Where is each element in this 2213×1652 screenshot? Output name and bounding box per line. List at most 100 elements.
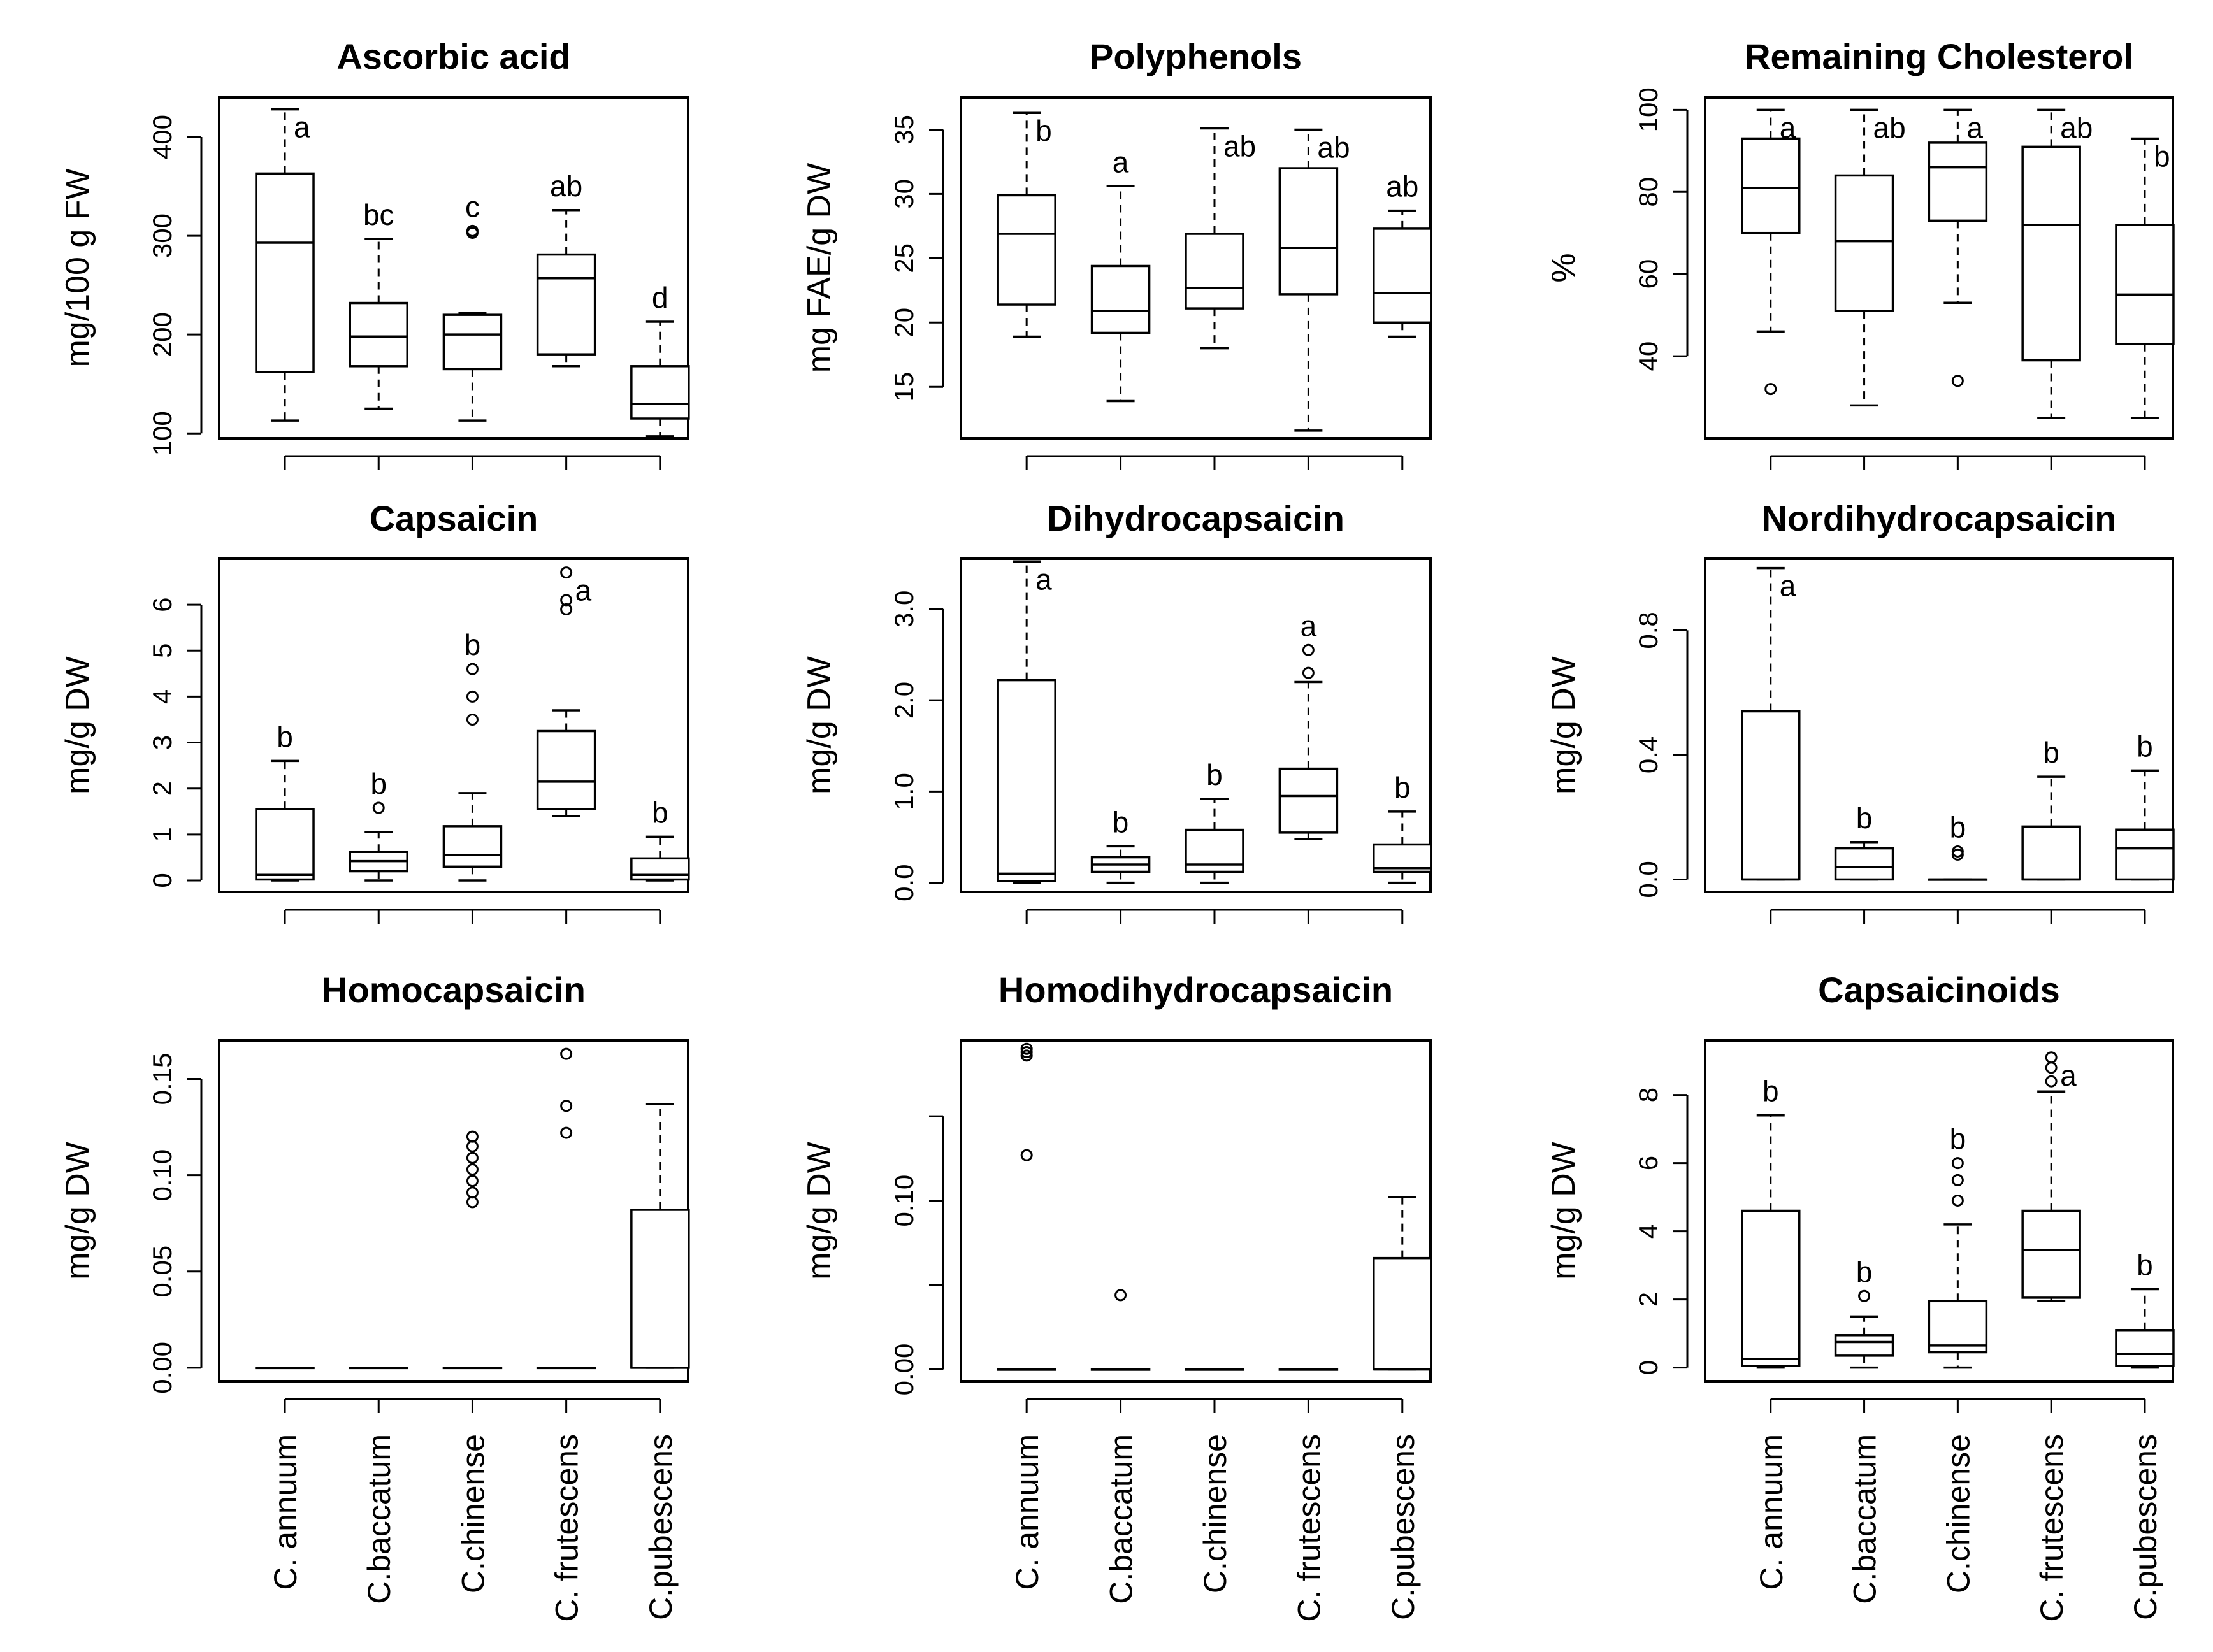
y-axis-label: % xyxy=(1545,253,1582,282)
y-tick-label: 3 xyxy=(147,735,177,750)
panel-title: Homodihydrocapsaicin xyxy=(998,970,1393,1010)
box-body xyxy=(1185,233,1244,310)
group-letter: ab xyxy=(1317,131,1350,164)
box-2: b xyxy=(349,767,408,924)
outlier-point xyxy=(466,1163,479,1176)
group-letter: b xyxy=(1950,1123,1966,1156)
box-1: b xyxy=(997,111,1056,470)
y-axis-label: mg/g DW xyxy=(801,656,838,794)
x-category-label: C. annuum xyxy=(1009,1434,1045,1590)
box-body xyxy=(1741,137,1801,234)
box-body xyxy=(997,679,1056,882)
plot-frame xyxy=(960,1039,1432,1383)
group-letter: b xyxy=(370,767,387,800)
y-tick-label: 1.0 xyxy=(889,773,919,810)
outlier-point xyxy=(1951,375,1964,387)
y-tick-label: 100 xyxy=(147,411,177,456)
y-tick-label: 0.05 xyxy=(147,1246,177,1298)
box-2: b xyxy=(1090,805,1151,924)
box-body xyxy=(2021,1209,2081,1299)
group-letter: b xyxy=(2137,729,2153,763)
outlier-point xyxy=(466,1130,479,1143)
box-body xyxy=(536,253,596,356)
outlier-point xyxy=(466,1186,479,1199)
box-3: C.chinense xyxy=(1185,1368,1244,1593)
x-category-label: C.chinense xyxy=(1197,1434,1233,1593)
box-body xyxy=(1373,227,1432,324)
group-letter: b xyxy=(1856,801,1873,835)
y-axis-label: mg/g DW xyxy=(59,656,96,794)
outlier-point xyxy=(466,1140,479,1153)
outlier-point xyxy=(2045,1075,2058,1088)
group-letter: a xyxy=(1780,111,1796,144)
group-letter: b xyxy=(1856,1255,1873,1288)
x-category-label: C. frutescens xyxy=(2034,1434,2070,1622)
x-category-label: C.baccatum xyxy=(361,1434,397,1604)
outlier-point xyxy=(560,1100,573,1112)
outlier-point xyxy=(466,1151,479,1164)
box-body xyxy=(630,1209,690,1369)
box-5: ab xyxy=(1373,170,1432,470)
box-4: C. frutescens xyxy=(1278,1368,1339,1622)
panel-title: Nordihydrocapsaicin xyxy=(1761,498,2116,538)
box-body xyxy=(1834,1334,1894,1357)
box-4: a xyxy=(1278,609,1339,924)
box-4: ab xyxy=(2021,108,2093,470)
box-3: c xyxy=(442,190,503,470)
box-body xyxy=(997,194,1056,306)
outlier-point xyxy=(466,224,479,237)
y-tick-label: 0.4 xyxy=(1633,736,1663,773)
group-letter: b xyxy=(1035,114,1052,147)
x-category-label: C. frutescens xyxy=(549,1434,585,1622)
y-tick-label: 20 xyxy=(889,308,919,338)
box-3: b xyxy=(1185,758,1244,924)
y-tick-label: 3.0 xyxy=(889,591,919,628)
y-tick-label: 0.0 xyxy=(889,864,919,901)
y-tick-label: 0.10 xyxy=(889,1175,919,1227)
y-axis-label: mg/g DW xyxy=(801,1142,838,1280)
box-body xyxy=(536,729,596,810)
outlier-point xyxy=(1020,1149,1033,1161)
panel-title: Ascorbic acid xyxy=(336,36,570,76)
box-4: ab xyxy=(536,169,596,470)
y-tick-label: 25 xyxy=(889,243,919,273)
y-tick-label: 0 xyxy=(1633,1360,1663,1375)
y-tick-label: 15 xyxy=(889,372,919,402)
plot-frame xyxy=(1704,1039,2174,1383)
outlier-point xyxy=(1951,845,1964,858)
y-tick-label: 0.8 xyxy=(1633,612,1663,649)
outlier-point xyxy=(560,594,573,607)
box-4: b xyxy=(2021,736,2081,924)
panel-title: Polyphenols xyxy=(1090,36,1302,76)
box-1: a xyxy=(1741,566,1801,924)
box-3: a xyxy=(1928,108,1988,470)
chart-panel-9: Capsaicinoids mg/g DW 0 2 4 6 8 b C. annuum b C.ba… xyxy=(1545,970,2175,1622)
box-body xyxy=(2115,1329,2175,1367)
box-5: b xyxy=(2115,137,2175,470)
box-body xyxy=(442,313,503,371)
plot-frame xyxy=(1704,557,2174,893)
box-body xyxy=(2115,828,2175,881)
box-5: b C.pubescens xyxy=(2115,1249,2175,1620)
outlier-point xyxy=(1951,1194,1964,1207)
group-letter: b xyxy=(1206,758,1223,791)
box-1: a xyxy=(255,108,315,470)
outlier-point xyxy=(1302,643,1315,656)
group-letter: a xyxy=(1301,609,1317,642)
outlier-point xyxy=(1858,1289,1871,1302)
group-letter: b xyxy=(1394,771,1411,804)
group-letter: a xyxy=(2060,1059,2077,1092)
outlier-point xyxy=(2045,1061,2058,1074)
group-letter: ab xyxy=(1873,111,1906,144)
box-body xyxy=(1278,767,1339,834)
box-body xyxy=(349,301,408,368)
chart-panel-3: Remaining Cholesterol% 40 60 80 100 a ab a ab b xyxy=(1545,36,2175,470)
group-letter: ab xyxy=(550,169,582,203)
x-category-label: C.pubescens xyxy=(643,1434,679,1620)
group-letter: b xyxy=(465,628,481,661)
y-tick-label: 1 xyxy=(147,827,177,842)
outlier-point xyxy=(466,663,479,675)
box-2: b xyxy=(1834,801,1894,924)
chart-panel-5: Dihydrocapsaicin mg/g DW 0.0 1.0 2.0 3.0 a b b a b xyxy=(801,498,1432,924)
y-axis-label: mg/g DW xyxy=(1545,656,1582,794)
